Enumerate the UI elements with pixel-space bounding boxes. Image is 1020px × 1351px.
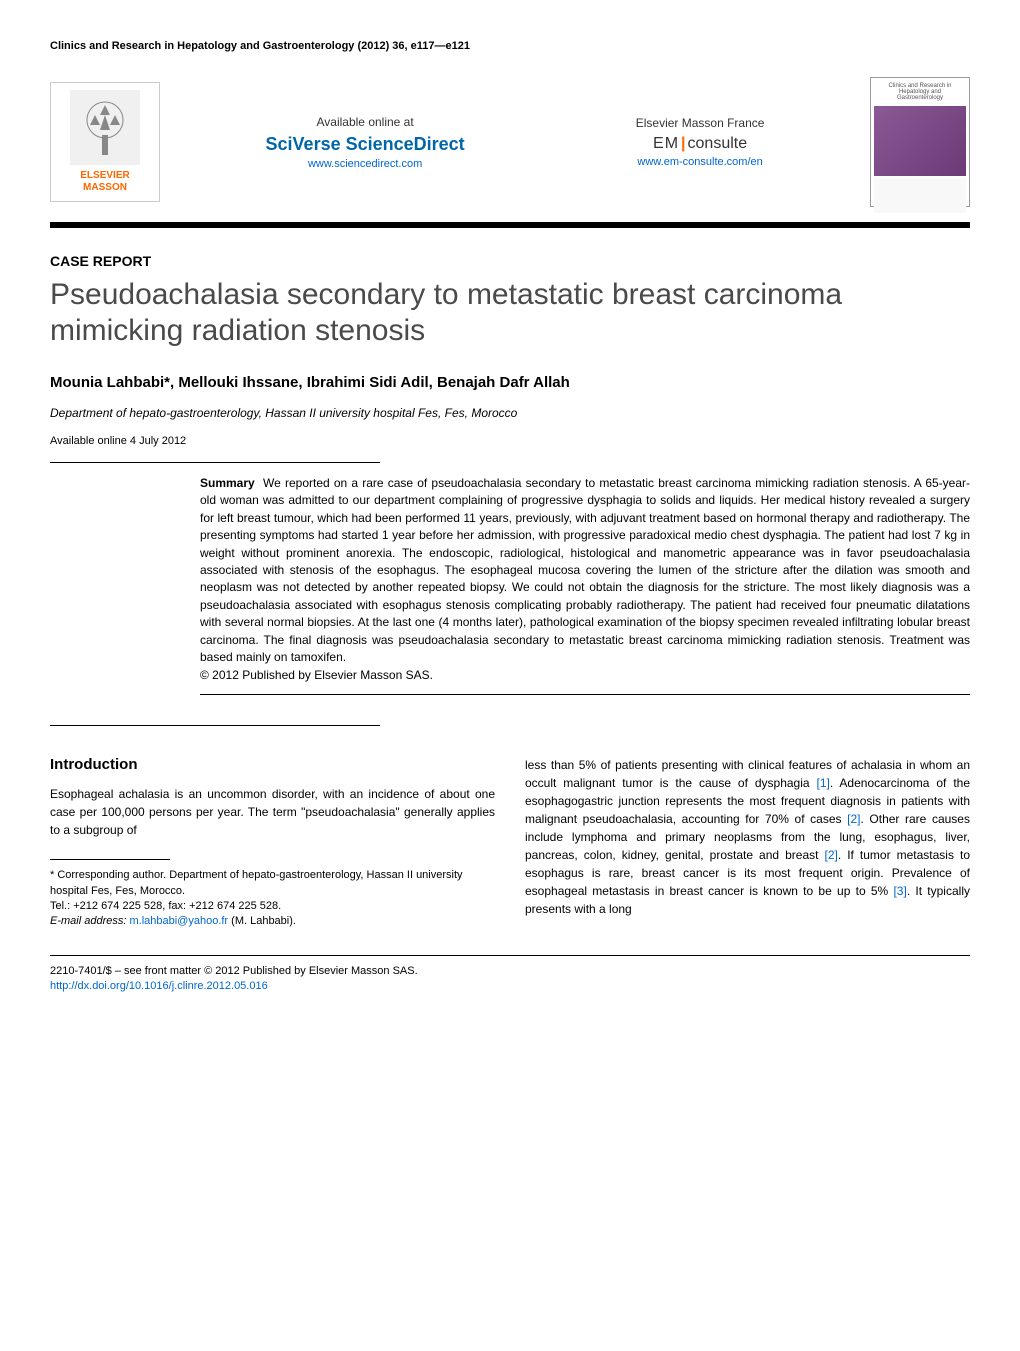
summary-label: Summary [200, 476, 255, 490]
running-header: Clinics and Research in Hepatology and G… [50, 40, 970, 52]
ref-2b[interactable]: [2] [825, 848, 838, 862]
em-logo-consulte: consulte [688, 135, 748, 152]
issn-line: 2210-7401/$ – see front matter © 2012 Pu… [50, 964, 970, 979]
bottom-rule [50, 955, 970, 956]
intro-heading: Introduction [50, 756, 495, 773]
email-line: E-mail address: m.lahbabi@yahoo.fr (M. L… [50, 914, 495, 929]
sciencedirect-url[interactable]: www.sciencedirect.com [266, 158, 465, 170]
telephone: Tel.: +212 674 225 528, fax: +212 674 22… [50, 899, 495, 914]
ref-2[interactable]: [2] [847, 812, 860, 826]
right-column: less than 5% of patients presenting with… [525, 756, 970, 930]
article-type: CASE REPORT [50, 253, 970, 269]
journal-cover-image [874, 106, 966, 176]
em-logo-em: EM [653, 135, 679, 152]
available-online-date: Available online 4 July 2012 [50, 435, 970, 447]
journal-cover: Clinics and Research in Hepatology and G… [870, 77, 970, 207]
journal-cover-title: Clinics and Research in Hepatology and G… [874, 81, 966, 103]
article-title: Pseudoachalasia secondary to metastatic … [50, 277, 970, 349]
sciverse-logo: SciVerse ScienceDirect [266, 134, 465, 155]
elsevier-tree-icon [70, 90, 140, 165]
affiliation: Department of hepato-gastroenterology, H… [50, 406, 970, 420]
em-consulte-logo: EM|consulte [636, 135, 765, 153]
em-logo-bar: | [681, 135, 685, 152]
emconsulte-url[interactable]: www.em-consulte.com/en [636, 156, 765, 168]
summary-body: We reported on a rare case of pseudoacha… [200, 476, 970, 664]
summary-box: Summary We reported on a rare case of ps… [50, 463, 970, 682]
publisher-banner: ELSEVIER MASSON Available online at SciV… [50, 67, 970, 228]
summary-bottom-short-rule [50, 725, 380, 726]
email-label: E-mail address: [50, 915, 129, 927]
authors: Mounia Lahbabi*, Mellouki Ihssane, Ibrah… [50, 374, 970, 391]
corresponding-author: * Corresponding author. Department of he… [50, 868, 495, 899]
sciencedirect-block: Available online at SciVerse ScienceDire… [266, 115, 465, 170]
journal-cover-footer [874, 178, 966, 213]
doi-link[interactable]: http://dx.doi.org/10.1016/j.clinre.2012.… [50, 980, 268, 992]
elsevier-sub: MASSON [83, 182, 127, 193]
email-address[interactable]: m.lahbabi@yahoo.fr [129, 915, 228, 927]
emconsulte-block: Elsevier Masson France EM|consulte www.e… [636, 116, 765, 168]
intro-left-para: Esophageal achalasia is an uncommon diso… [50, 785, 495, 839]
available-label: Available online at [266, 115, 465, 129]
intro-right-para: less than 5% of patients presenting with… [525, 756, 970, 918]
ref-3[interactable]: [3] [893, 884, 906, 898]
email-suffix: (M. Lahbabi). [228, 915, 296, 927]
summary-bottom-rule [200, 694, 970, 695]
summary-copyright: © 2012 Published by Elsevier Masson SAS. [200, 668, 970, 682]
body-columns: Introduction Esophageal achalasia is an … [50, 756, 970, 930]
ref-1[interactable]: [1] [816, 776, 829, 790]
summary-text: Summary We reported on a rare case of ps… [200, 475, 970, 666]
elsevier-name: ELSEVIER [80, 170, 129, 181]
footnote-separator [50, 859, 170, 860]
em-france-label: Elsevier Masson France [636, 116, 765, 130]
left-column: Introduction Esophageal achalasia is an … [50, 756, 495, 930]
elsevier-logo: ELSEVIER MASSON [50, 82, 160, 202]
